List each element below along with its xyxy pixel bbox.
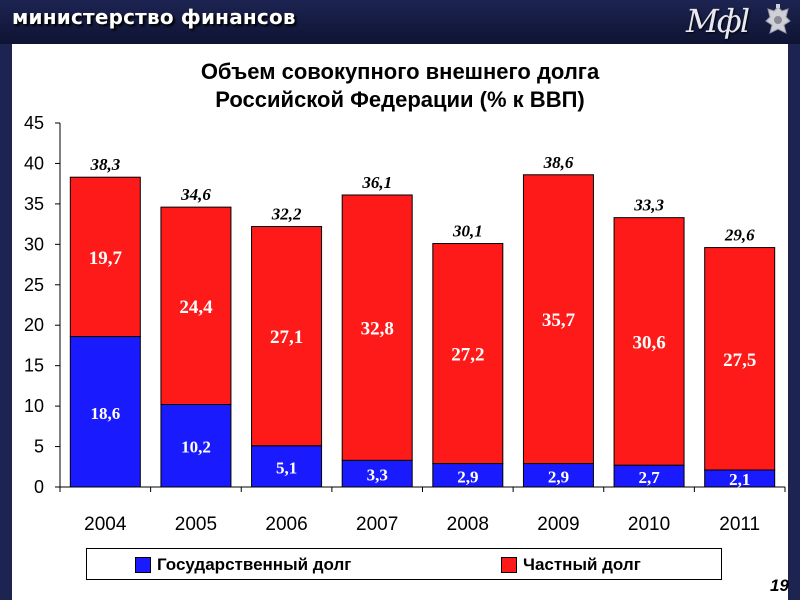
x-tick-label-2011: 2011 [719, 514, 760, 535]
x-tick-label-2006: 2006 [265, 514, 307, 535]
data-label-total-2009: 38,6 [543, 153, 574, 172]
bar-government-2005 [160, 403, 232, 488]
header-bar: министерство финансов Мфl [0, 0, 800, 44]
data-label-government-2007: 3,3 [367, 466, 388, 485]
data-label-government-2006: 5,1 [276, 458, 297, 477]
legend-swatch-private [501, 557, 517, 573]
data-label-private-2007: 32,8 [361, 319, 394, 340]
legend-label-government: Государственный долг [157, 555, 352, 574]
data-label-total-2006: 32,2 [271, 205, 302, 224]
data-label-private-2009: 35,7 [542, 310, 576, 331]
y-tick-label: 20 [24, 315, 44, 335]
data-label-total-2011: 29,6 [724, 226, 755, 245]
data-label-private-2005: 24,4 [179, 297, 213, 318]
y-tick-label: 15 [24, 356, 44, 376]
data-label-private-2006: 27,1 [270, 327, 303, 348]
data-label-government-2008: 2,9 [457, 467, 478, 486]
ministry-logo: Мфl [686, 2, 750, 40]
legend-swatch-government [135, 557, 151, 573]
bar-private-2011 [704, 247, 776, 471]
y-tick-label: 30 [24, 234, 44, 254]
chart-title: Объем совокупного внешнего долга Российс… [0, 58, 800, 114]
data-label-total-2005: 34,6 [180, 185, 211, 204]
x-tick-label-2009: 2009 [537, 514, 579, 535]
chart-legend: Государственный долг Частный долг [86, 548, 722, 580]
legend-item-private: Частный долг [501, 555, 641, 575]
y-tick-label: 0 [34, 477, 44, 497]
coat-of-arms-icon [765, 4, 791, 34]
data-label-private-2010: 30,6 [632, 332, 665, 353]
x-tick-label-2007: 2007 [356, 514, 398, 535]
data-label-government-2011: 2,1 [729, 470, 750, 489]
bar-private-2004 [69, 176, 141, 338]
data-label-total-2010: 33,3 [633, 196, 664, 215]
chart-title-line-1: Объем совокупного внешнего долга [200, 59, 600, 84]
x-tick-label-2004: 2004 [84, 514, 127, 535]
x-tick-label-2005: 2005 [175, 514, 217, 535]
ministry-title: министерство финансов [12, 5, 296, 29]
data-label-total-2007: 36,1 [361, 173, 392, 192]
legend-item-government: Государственный долг [135, 555, 351, 575]
x-tick-label-2010: 2010 [628, 514, 670, 535]
data-label-government-2009: 2,9 [548, 467, 569, 486]
chart-title-line-2: Российской Федерации (% к ВВП) [215, 87, 585, 112]
y-tick-label: 35 [24, 194, 44, 214]
data-label-government-2010: 2,7 [638, 468, 660, 487]
y-tick-label: 45 [24, 113, 44, 133]
bar-private-2005 [160, 206, 232, 405]
data-label-government-2005: 10,2 [181, 438, 211, 457]
data-label-private-2008: 27,2 [451, 345, 484, 366]
y-tick-label: 5 [34, 437, 44, 457]
data-label-total-2008: 30,1 [452, 222, 483, 241]
y-tick-label: 25 [24, 275, 44, 295]
y-tick-label: 10 [24, 396, 44, 416]
data-label-private-2004: 19,7 [89, 248, 123, 269]
bar-private-2006 [251, 226, 323, 447]
y-tick-label: 40 [24, 153, 44, 173]
legend-label-private: Частный долг [523, 555, 641, 574]
data-label-total-2004: 38,3 [89, 155, 120, 174]
page-number: 19 [770, 576, 789, 595]
bar-private-2007 [341, 194, 413, 461]
frame-left [0, 44, 12, 600]
data-label-private-2011: 27,5 [723, 350, 756, 371]
bar-private-2010 [613, 217, 685, 466]
x-tick-label-2008: 2008 [447, 514, 489, 535]
bar-government-2004 [69, 336, 141, 488]
bar-private-2009 [522, 174, 594, 465]
data-label-government-2004: 18,6 [90, 404, 120, 423]
frame-right [788, 44, 800, 600]
bar-private-2008 [432, 243, 504, 465]
